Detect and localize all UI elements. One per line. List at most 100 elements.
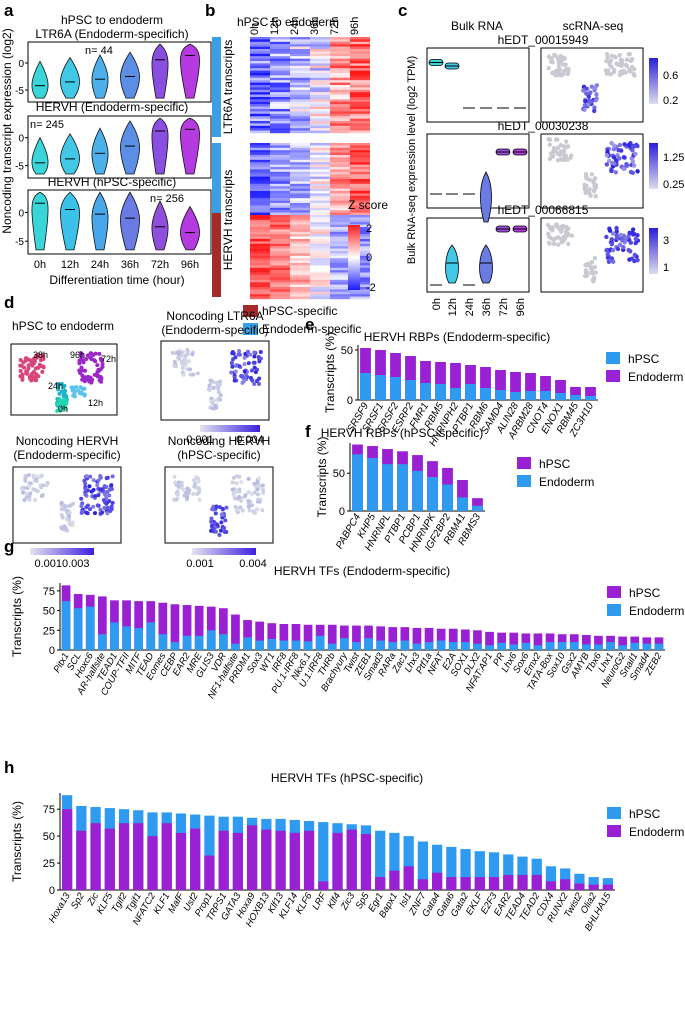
b-heat-cell [250,116,270,119]
b-heat-cell [330,251,350,254]
c-umap-dot [237,364,242,369]
d-col-title-sc: scRNA-seq [563,19,624,33]
b-heat-cell [290,210,310,213]
b-heat-cell [270,159,290,163]
b-heat-cell [250,275,270,278]
c-umap-dot [22,498,27,503]
c-umap-dot [220,506,225,511]
b-heat-cell [330,258,350,261]
c-umap-dot [95,363,100,368]
b-heat-cell [310,272,330,276]
b-heat-cell [310,222,330,225]
a-ytick-neg5: -5 [15,237,24,248]
b-heat-cell [270,101,290,105]
c-umap-dot [40,493,45,498]
b-heat-cell [350,68,370,71]
d-sc-dot [607,62,613,67]
c-umap-dot [22,365,27,370]
bar-endoderm [427,477,438,511]
d-xtick-labels: 0h 12h 24h 36h 72h 96h [431,298,527,316]
bar-endoderm [570,387,581,400]
d-sc-dot [564,139,569,144]
b-heat-cell [250,99,270,102]
b-heat-cell [330,49,350,52]
b-heat-cell [310,99,330,102]
b-heat-cell [290,121,310,124]
bar-ytick-label: 0 [339,506,345,518]
bar-hpsc [417,841,429,890]
b-heat-cell [330,58,350,62]
b-heat-cell [250,222,270,225]
bar-endoderm [533,645,543,650]
bar-ytick-label: 0 [49,885,55,897]
b-heat-cell [270,162,290,165]
bar-hpsc [525,391,536,400]
b-heat-cell [290,198,310,201]
d-sc-dot [550,228,555,233]
b-heat-cell [250,224,270,228]
b-heat-cell [310,263,330,266]
b-heat-cell [290,243,310,247]
b-heat-cell [350,212,370,216]
b-heat-cell [250,229,270,232]
c-umap-dot [39,355,44,360]
bar-endoderm [182,635,192,650]
bar-endoderm [465,365,476,400]
bar-endoderm [243,637,252,650]
c-umap-dot [80,386,85,391]
b-heat-cell [290,128,310,131]
bar-hpsc [465,384,476,400]
b-heat-cell [330,87,350,90]
c-umap-dot [62,524,67,529]
d-sc-dot [582,186,588,191]
b-heat-cell [310,205,330,208]
d-sc-dot [563,62,568,67]
b-heat-cell [250,70,270,74]
b-heat-cell [290,58,310,62]
b-heat-cell [310,37,330,40]
b-heat-cell [350,106,370,110]
c-umap-dot [177,356,182,361]
b-heat-cell [250,68,270,71]
c-umap-dot [250,491,255,496]
b-legend-hpsc: hPSC-specific [262,304,337,318]
b-heat-cell [330,203,350,206]
b-heat-cell [310,174,330,177]
c-umap-dot [248,352,253,357]
bar-endoderm [267,638,277,650]
d-sc-dot [561,71,566,76]
d-sc-dot [581,88,586,93]
b-heat-cell [250,121,270,124]
a-violin [31,191,49,251]
c-title-1: hPSC to endoderm [12,319,114,333]
c-umap-dot [246,476,251,481]
d-xtick-label: 72h [498,298,510,316]
b-heat-cell [330,53,350,57]
c-umap-dot [88,474,93,479]
b-heat-cell [270,222,290,225]
b-heat-cell [290,272,310,276]
c-umap-dot [191,372,196,377]
b-heat-cell [270,205,290,208]
b-heat-cell [270,80,290,83]
a-title-2: LTR6A (Endoderm-specifich) [35,27,188,41]
b-heat-cell [270,123,290,126]
c-umap-dot [63,504,68,509]
c-umap-dot [196,479,201,484]
b-heat-cell [330,116,350,119]
c-umap-dot [95,503,100,508]
bar-endoderm [289,832,300,890]
bar-title: HERVH RBPs (hPSC-specific) [321,426,483,440]
b-heat-cell [350,210,370,213]
bar-hpsc [405,380,416,400]
b-column-labels: 0h 12h 24h 36h 72h 96h [249,17,361,35]
b-heat-cell [250,246,270,249]
b-heat-cell [350,123,370,126]
b-heat-cell [290,106,310,110]
b-heat-cell [290,241,310,244]
b-heat-cell [270,109,290,112]
c-title-4b: (hPSC-specific) [177,448,260,462]
a-xlabel: Differentiation time (hour) [49,273,184,287]
bar-endoderm [133,823,144,890]
d-sc-dot [628,58,634,64]
